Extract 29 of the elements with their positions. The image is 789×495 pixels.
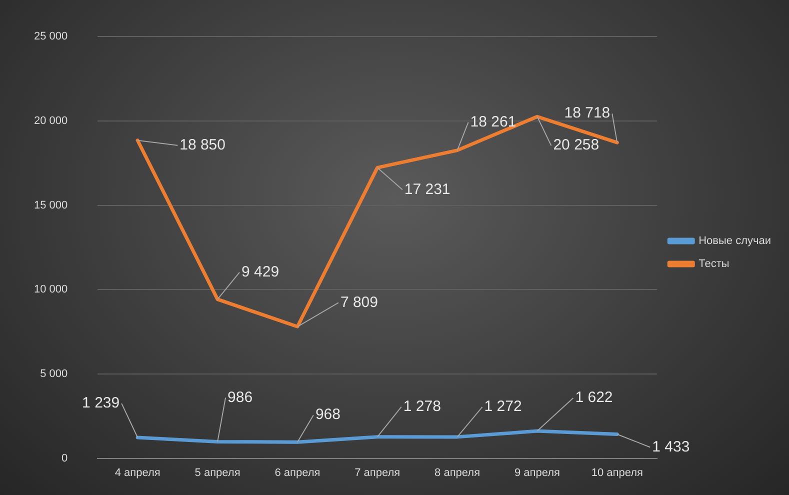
data-label: 18 261 bbox=[470, 113, 516, 130]
data-label: 7 809 bbox=[340, 294, 378, 311]
y-tick-label: 15 000 bbox=[34, 199, 68, 212]
data-label: 986 bbox=[228, 388, 253, 406]
x-tick-label: 9 апреля bbox=[514, 467, 560, 480]
x-tick-label: 5 апреля bbox=[194, 467, 240, 480]
data-label: 1 622 bbox=[575, 389, 613, 406]
legend-label: Новые случаи bbox=[698, 235, 772, 248]
data-label: 17 231 bbox=[404, 180, 450, 198]
x-tick-label: 10 апреля bbox=[591, 467, 643, 480]
data-label: 20 258 bbox=[553, 136, 600, 154]
data-label: 1 278 bbox=[403, 398, 441, 415]
data-label: 1 433 bbox=[652, 438, 690, 456]
data-label: 968 bbox=[315, 406, 340, 424]
legend-label: Тесты bbox=[698, 258, 730, 270]
x-tick-label: 6 апреля bbox=[274, 467, 320, 480]
x-tick-label: 8 апреля bbox=[434, 467, 480, 480]
x-tick-label: 7 апреля bbox=[354, 467, 400, 480]
y-tick-label: 10 000 bbox=[34, 284, 68, 296]
y-tick-label: 20 000 bbox=[34, 114, 68, 127]
y-tick-label: 25 000 bbox=[34, 30, 68, 43]
data-label: 18 850 bbox=[180, 136, 226, 154]
data-label: 18 718 bbox=[564, 104, 610, 122]
y-tick-label: 5 000 bbox=[40, 368, 68, 380]
data-label: 1 239 bbox=[82, 394, 120, 412]
data-label: 1 272 bbox=[484, 398, 522, 416]
y-tick-label: 0 bbox=[62, 452, 68, 464]
data-label: 9 429 bbox=[242, 263, 280, 280]
x-tick-label: 4 апреля bbox=[114, 467, 160, 480]
